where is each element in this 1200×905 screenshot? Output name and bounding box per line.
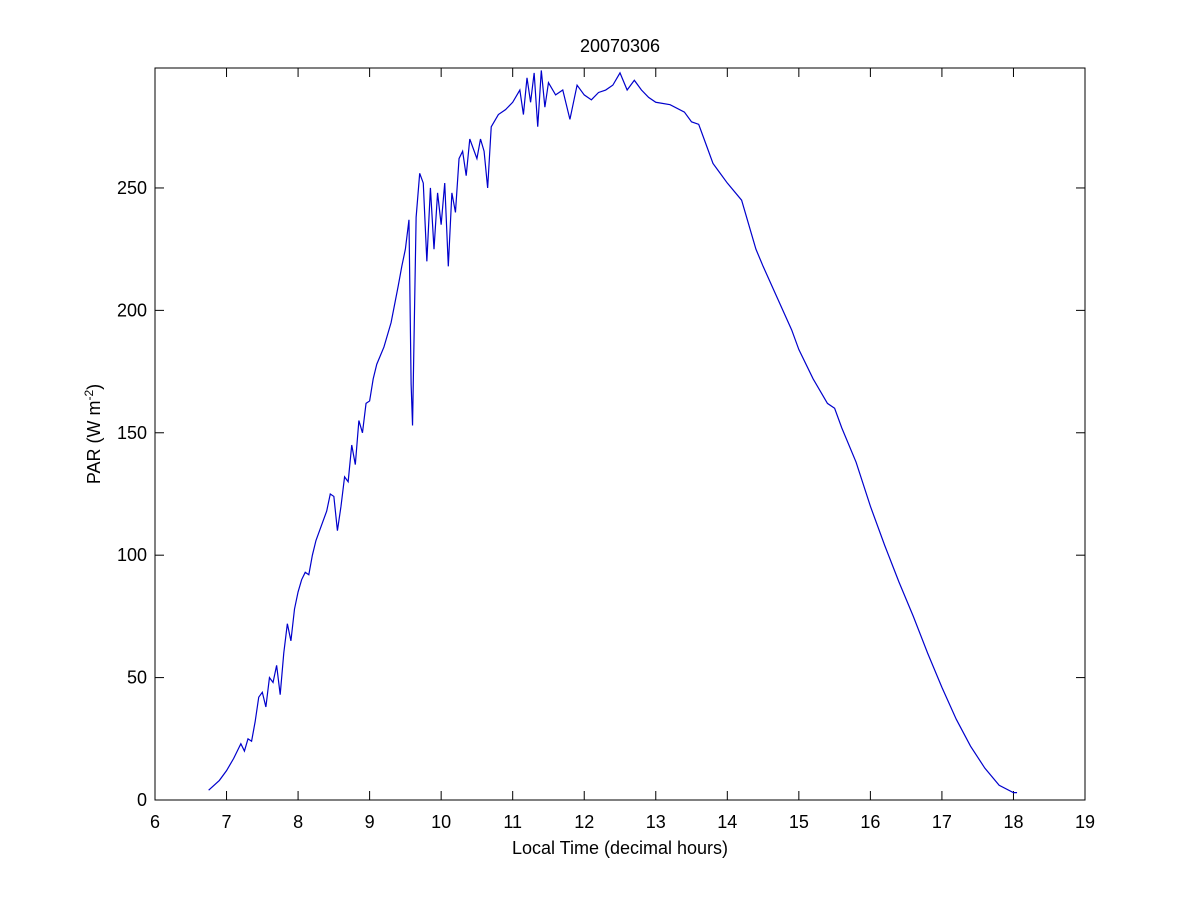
y-tick-label: 250	[117, 178, 147, 198]
y-axis-label: PAR (W m-2)	[82, 384, 104, 484]
x-tick-label: 17	[932, 812, 952, 832]
y-tick-label: 150	[117, 423, 147, 443]
x-tick-label: 16	[860, 812, 880, 832]
x-tick-label: 7	[222, 812, 232, 832]
x-tick-label: 6	[150, 812, 160, 832]
x-tick-label: 14	[717, 812, 737, 832]
y-tick-label: 0	[137, 790, 147, 810]
plot-area	[154, 67, 1086, 801]
x-tick-label: 15	[789, 812, 809, 832]
x-tick-label: 9	[365, 812, 375, 832]
data-line	[208, 70, 1018, 794]
x-tick-label: 12	[574, 812, 594, 832]
x-axis-label: Local Time (decimal hours)	[512, 838, 728, 858]
y-tick-label: 50	[127, 668, 147, 688]
x-tick-label: 18	[1003, 812, 1023, 832]
x-tick-label: 19	[1075, 812, 1095, 832]
y-tick-label: 100	[117, 545, 147, 565]
y-label-part: )	[84, 384, 104, 390]
x-tick-label: 13	[646, 812, 666, 832]
x-tick-label: 10	[431, 812, 451, 832]
x-tick-label: 8	[293, 812, 303, 832]
chart-title: 20070306	[580, 36, 660, 56]
y-label-part: PAR (W m	[84, 401, 104, 485]
y-tick-label: 200	[117, 300, 147, 320]
y-label-superscript: -2	[82, 390, 96, 401]
x-tick-label: 11	[503, 812, 522, 832]
